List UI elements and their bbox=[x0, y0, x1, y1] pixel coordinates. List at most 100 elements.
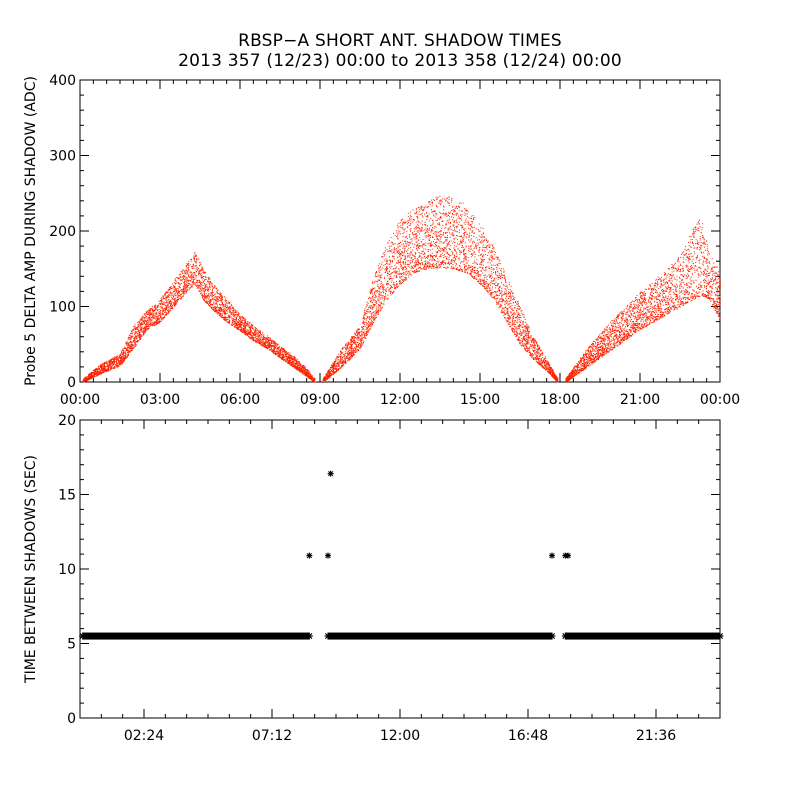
amp-point bbox=[146, 320, 148, 322]
amp-point bbox=[112, 364, 114, 366]
amp-point bbox=[254, 331, 256, 333]
amp-point bbox=[189, 276, 191, 278]
amp-point bbox=[262, 345, 264, 347]
amp-point bbox=[538, 358, 540, 360]
amp-point bbox=[520, 341, 522, 343]
amp-point bbox=[426, 207, 428, 209]
amp-point bbox=[247, 323, 249, 324]
amp-point bbox=[266, 338, 268, 340]
amp-point bbox=[238, 320, 240, 322]
amp-point bbox=[303, 365, 305, 367]
amp-point bbox=[176, 289, 178, 291]
amp-point bbox=[234, 318, 236, 320]
amp-point bbox=[176, 301, 178, 303]
amp-point bbox=[172, 291, 174, 293]
amp-point bbox=[136, 327, 138, 329]
amp-point bbox=[133, 341, 135, 342]
amp-point bbox=[407, 266, 409, 267]
amp-point bbox=[156, 323, 158, 325]
amp-point bbox=[200, 284, 202, 286]
amp-point bbox=[258, 335, 260, 337]
amp-point bbox=[363, 318, 365, 319]
amp-point bbox=[279, 349, 281, 351]
amp-point bbox=[237, 327, 239, 329]
amp-point bbox=[203, 281, 204, 283]
amp-point bbox=[196, 258, 197, 260]
amp-point bbox=[151, 314, 153, 316]
amp-point bbox=[161, 319, 163, 321]
amp-point bbox=[132, 331, 134, 333]
amp-point bbox=[238, 327, 240, 329]
amp-point bbox=[201, 294, 203, 296]
amp-point bbox=[423, 243, 425, 245]
amp-point bbox=[387, 272, 388, 274]
amp-point bbox=[182, 276, 184, 278]
amp-point bbox=[197, 285, 199, 286]
amp-point bbox=[141, 321, 143, 323]
amp-point bbox=[529, 337, 530, 338]
amp-point bbox=[141, 317, 143, 319]
amp-point bbox=[247, 325, 249, 327]
amp-point bbox=[155, 308, 157, 310]
amp-point bbox=[493, 291, 495, 293]
amp-point bbox=[93, 372, 95, 374]
amp-point bbox=[173, 302, 175, 304]
amp-point bbox=[239, 322, 241, 324]
amp-point bbox=[176, 282, 178, 284]
amp-point bbox=[132, 328, 134, 330]
amp-point bbox=[271, 341, 272, 343]
amp-point bbox=[268, 340, 270, 342]
amp-point bbox=[211, 286, 213, 288]
amp-point bbox=[399, 245, 401, 247]
amp-point bbox=[130, 336, 132, 338]
amp-point bbox=[133, 341, 135, 343]
amp-point bbox=[245, 326, 246, 328]
amp-point bbox=[473, 232, 475, 234]
amp-point bbox=[138, 326, 139, 328]
amp-point bbox=[261, 344, 263, 346]
amp-point bbox=[291, 358, 293, 360]
amp-point bbox=[295, 367, 297, 369]
amp-point bbox=[179, 279, 181, 281]
amp-point bbox=[164, 314, 166, 316]
amp-point bbox=[164, 298, 165, 299]
amp-point bbox=[271, 342, 272, 343]
amp-point bbox=[355, 350, 357, 352]
amp-point bbox=[148, 315, 150, 317]
amp-point bbox=[350, 344, 351, 345]
amp-point bbox=[89, 373, 91, 375]
amp-point bbox=[102, 368, 104, 370]
amp-point bbox=[225, 303, 227, 305]
amp-point bbox=[273, 343, 275, 345]
amp-point bbox=[370, 317, 372, 319]
amp-point bbox=[100, 369, 102, 371]
amp-point bbox=[170, 301, 172, 303]
amp-point bbox=[102, 366, 104, 368]
amp-point bbox=[210, 307, 212, 308]
amp-point bbox=[174, 304, 176, 306]
amp-point bbox=[162, 313, 164, 315]
amp-point bbox=[129, 334, 131, 336]
amp-point bbox=[306, 375, 307, 377]
amp-point bbox=[114, 361, 115, 363]
amp-point bbox=[237, 328, 239, 330]
amp-point bbox=[217, 299, 219, 300]
amp-point bbox=[151, 305, 153, 307]
amp-point bbox=[244, 325, 246, 327]
amp-point bbox=[452, 225, 454, 227]
amp-point bbox=[158, 321, 159, 323]
amp-point bbox=[241, 322, 243, 324]
amp-point bbox=[413, 230, 415, 232]
amp-point bbox=[88, 377, 90, 379]
amp-point bbox=[167, 308, 169, 310]
amp-point bbox=[129, 351, 131, 353]
amp-point bbox=[217, 289, 219, 291]
amp-point bbox=[196, 284, 198, 286]
amp-point bbox=[216, 304, 218, 306]
amp-point bbox=[386, 284, 388, 286]
amp-point bbox=[95, 369, 97, 370]
amp-point bbox=[462, 239, 464, 240]
amp-point bbox=[178, 278, 179, 280]
amp-point bbox=[84, 376, 86, 378]
amp-point bbox=[143, 332, 145, 334]
